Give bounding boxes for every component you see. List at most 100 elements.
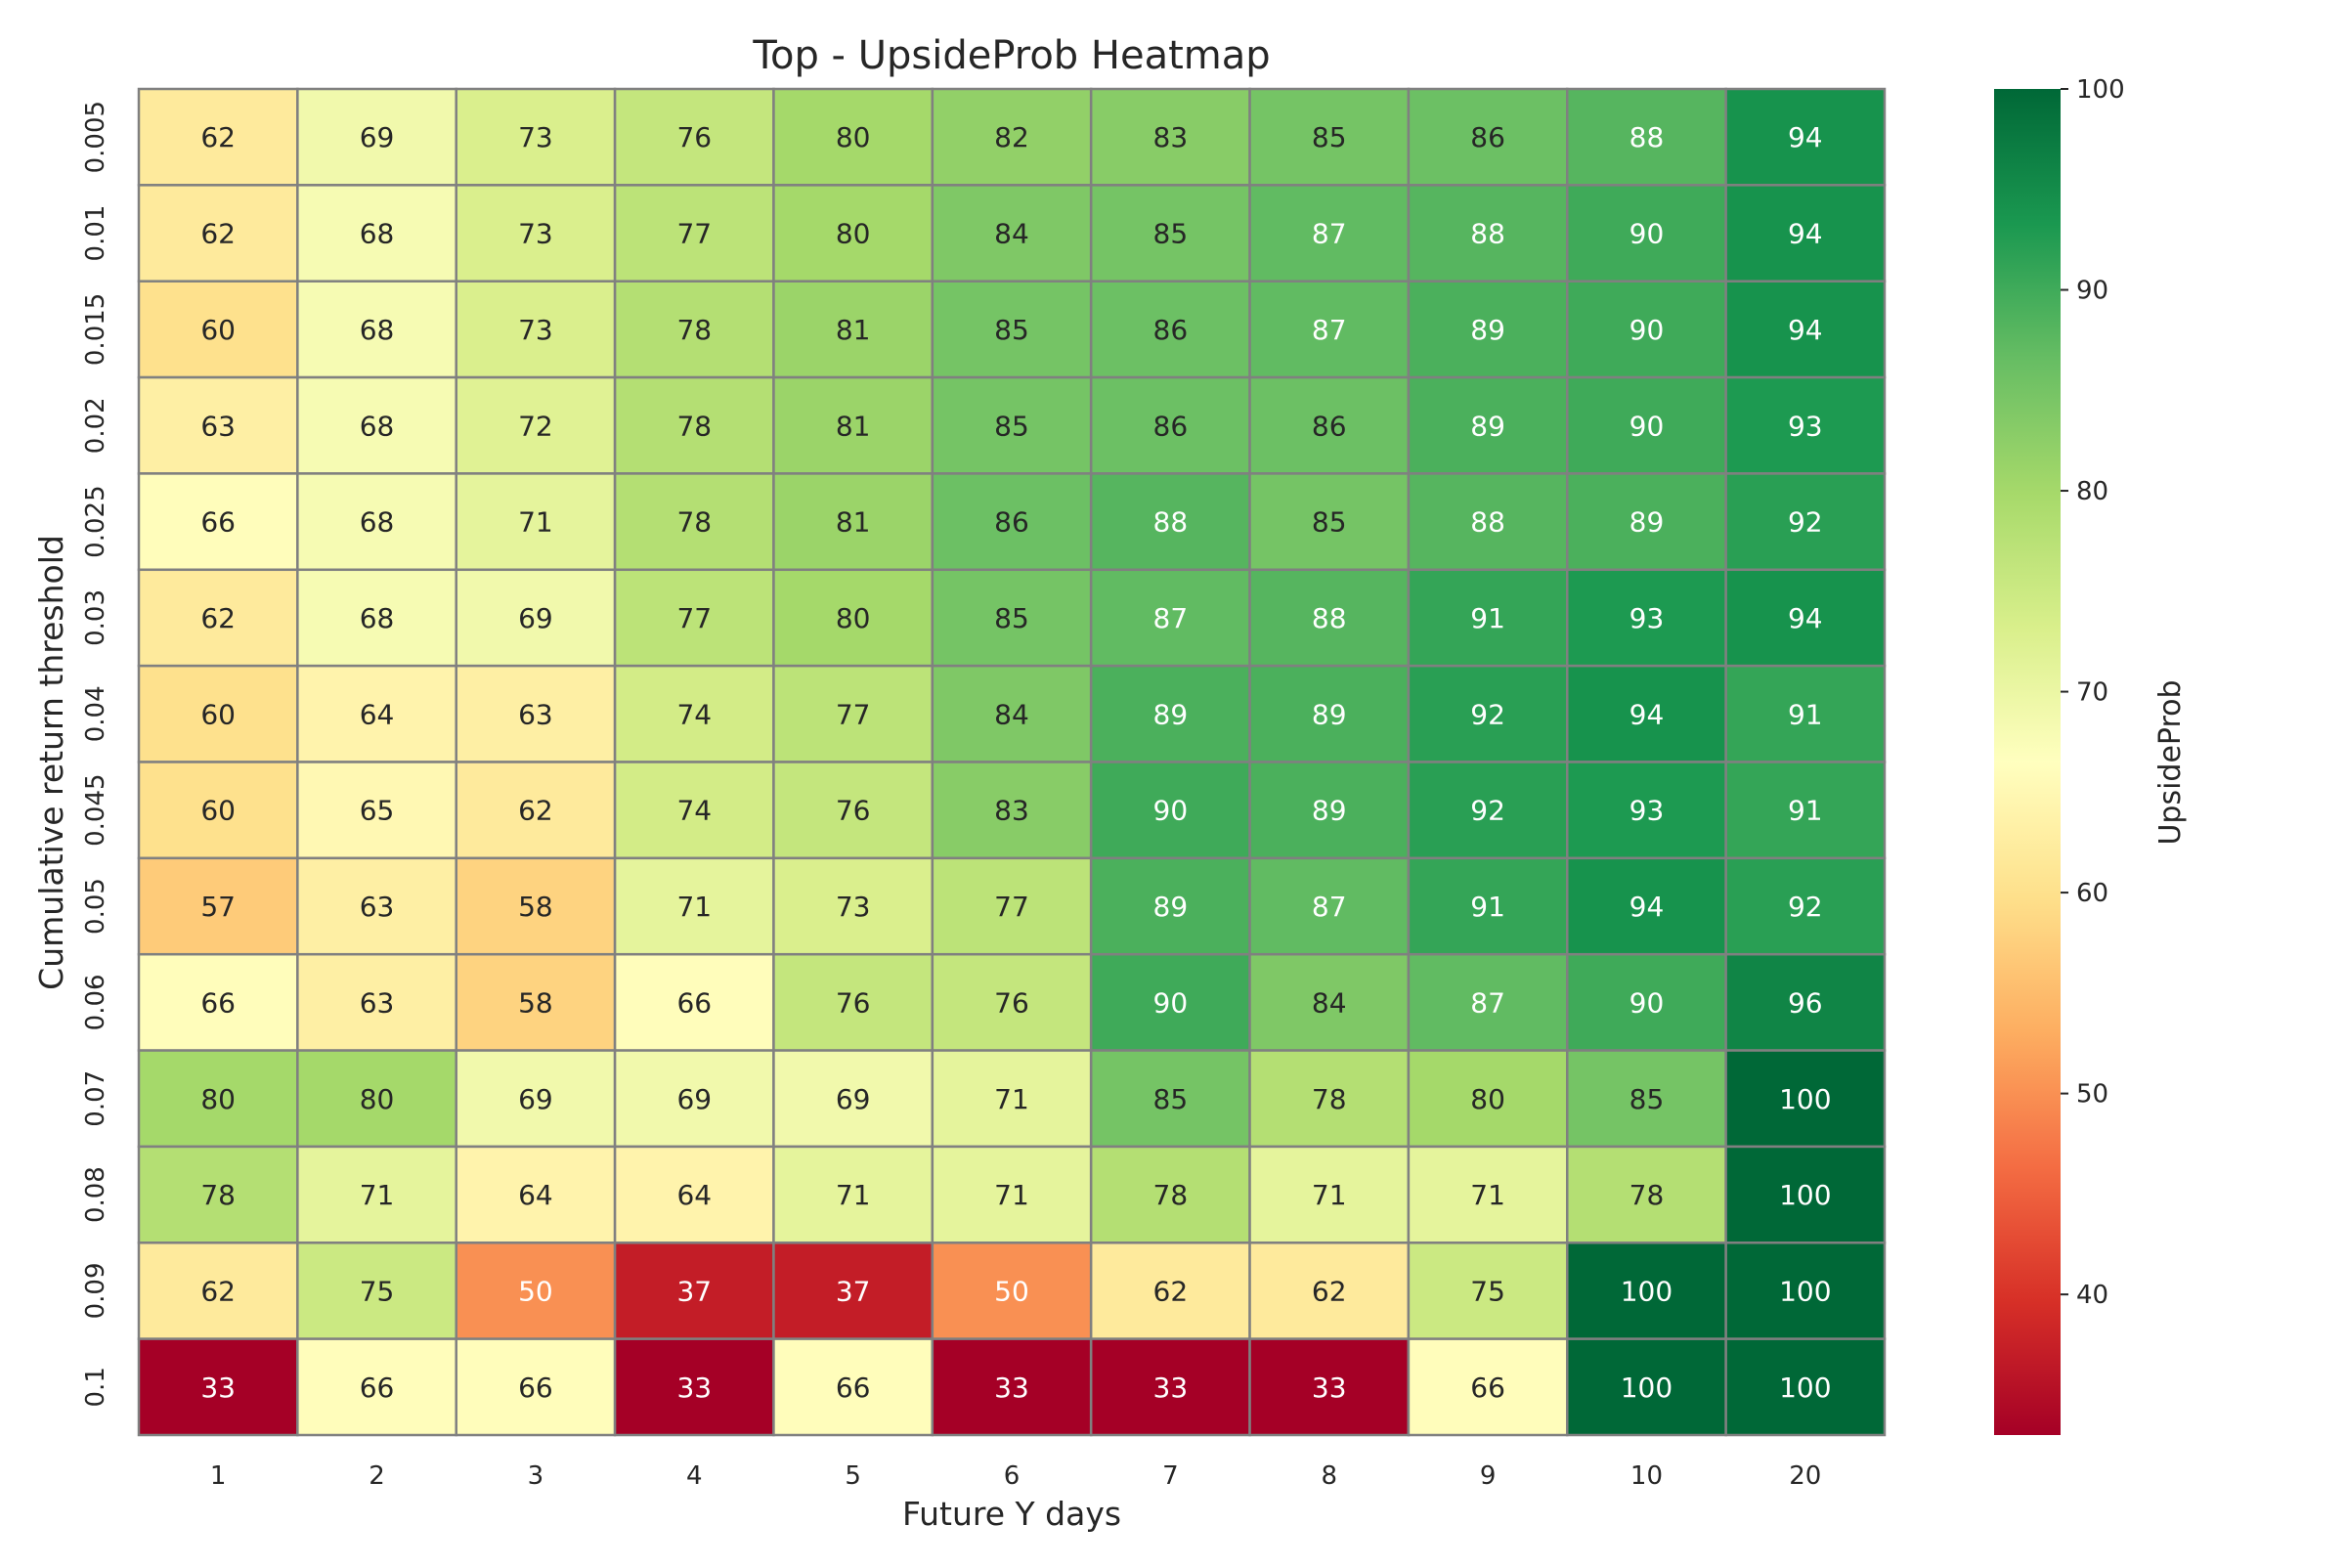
cell-value-label: 80	[836, 218, 871, 250]
cell-value-label: 89	[1153, 891, 1189, 923]
cell-value-label: 62	[200, 602, 236, 634]
cell-value-label: 91	[1788, 698, 1823, 730]
cell-value-label: 80	[836, 602, 871, 634]
y-tick-labels: 0.005 0.01 0.015 0.02 0.025 0.03 0.04 0.045 0.05…	[81, 101, 110, 1408]
heatmap-cell	[455, 87, 617, 187]
cell-value-label: 92	[1788, 506, 1823, 539]
heatmap-cell	[137, 280, 299, 379]
cell-value-label: 71	[994, 1083, 1029, 1115]
cell-value-label: 76	[836, 795, 871, 827]
cell-value-label: 76	[676, 121, 712, 153]
cell-value-label: 84	[1312, 986, 1347, 1019]
cell-value-label: 66	[1470, 1372, 1505, 1404]
cell-value-label: 100	[1779, 1179, 1831, 1211]
cell-value-label: 100	[1621, 1275, 1673, 1307]
heatmap-cell	[1724, 184, 1887, 283]
cell-value-label: 69	[676, 1083, 712, 1115]
cell-value-label: 33	[1153, 1372, 1189, 1404]
heatmap-cell	[1407, 472, 1569, 572]
cell-value-label: 64	[360, 698, 395, 730]
heatmap-cell	[137, 952, 299, 1052]
heatmap-cell	[1566, 664, 1727, 763]
heatmap-cell	[1248, 1145, 1411, 1244]
heatmap-cell	[296, 1049, 457, 1149]
colorbar-tick-label: 50	[2076, 1080, 2108, 1110]
cell-value-label: 66	[200, 506, 236, 539]
x-tick-label: 3	[528, 1461, 544, 1491]
cell-value-label: 78	[676, 410, 712, 442]
cell-value-label: 84	[994, 698, 1029, 730]
heatmap-cell	[1407, 664, 1569, 763]
heatmap-cell	[931, 761, 1093, 860]
heatmap-cell	[137, 856, 299, 956]
cell-value-label: 71	[836, 1179, 871, 1211]
heatmap-cell	[1407, 1049, 1569, 1149]
heatmap-cell	[296, 761, 457, 860]
cell-value-label: 85	[1312, 506, 1347, 539]
cell-value-label: 63	[518, 698, 553, 730]
heatmap-cell	[1724, 1145, 1887, 1244]
heatmap-cell	[1089, 664, 1251, 763]
y-tick-label: 0.045	[81, 773, 110, 846]
cell-value-label: 94	[1788, 314, 1823, 346]
heatmap-cell	[455, 1049, 617, 1149]
cell-value-label: 78	[676, 314, 712, 346]
heatmap-cell	[1724, 761, 1887, 860]
cell-value-label: 91	[1788, 795, 1823, 827]
heatmap-cell	[1724, 375, 1887, 475]
y-tick-label: 0.07	[81, 1070, 110, 1127]
heatmap-cell	[1089, 472, 1251, 572]
cell-value-label: 86	[1153, 410, 1189, 442]
cell-value-label: 92	[1470, 795, 1505, 827]
colorbar-tick-label: 60	[2076, 879, 2108, 908]
cell-value-label: 80	[1470, 1083, 1505, 1115]
y-tick-label: 0.02	[81, 397, 110, 454]
cell-value-label: 83	[994, 795, 1029, 827]
heatmap-cell	[137, 1145, 299, 1244]
heatmap-cell	[772, 1337, 934, 1437]
y-tick-label: 0.06	[81, 974, 110, 1030]
cell-value-label: 33	[994, 1372, 1029, 1404]
heatmap-cell	[455, 664, 617, 763]
cell-value-label: 77	[676, 602, 712, 634]
cell-value-label: 90	[1153, 795, 1189, 827]
cell-value-label: 85	[994, 602, 1029, 634]
heatmap-cell	[772, 952, 934, 1052]
heatmap-cell	[1248, 856, 1411, 956]
heatmap-cell	[137, 184, 299, 283]
cell-value-label: 62	[1312, 1275, 1347, 1307]
heatmap-cell	[772, 472, 934, 572]
cell-value-label: 33	[1312, 1372, 1347, 1404]
cell-value-label: 78	[1312, 1083, 1347, 1115]
cell-value-label: 100	[1779, 1083, 1831, 1115]
cell-value-label: 69	[836, 1083, 871, 1115]
heatmap-cell	[931, 1049, 1093, 1149]
cell-value-label: 100	[1779, 1275, 1831, 1307]
x-tick-label: 1	[210, 1461, 227, 1491]
cell-value-label: 33	[200, 1372, 236, 1404]
cell-value-label: 91	[1470, 891, 1505, 923]
cell-value-label: 89	[1312, 698, 1347, 730]
heatmap-cell	[772, 1049, 934, 1149]
heatmap-cell	[1724, 472, 1887, 572]
colorbar	[1994, 89, 2061, 1435]
heatmap-cell	[1089, 1337, 1251, 1437]
cell-value-label: 74	[676, 698, 712, 730]
heatmap-cell	[1407, 1337, 1569, 1437]
cell-value-label: 62	[200, 218, 236, 250]
heatmap-cell	[1407, 375, 1569, 475]
heatmap-cell	[931, 568, 1093, 668]
cell-value-label: 58	[518, 986, 553, 1019]
y-tick-label: 0.01	[81, 205, 110, 262]
colorbar-ticks: 40 50 60 70 80 90 100	[2061, 75, 2125, 1310]
heatmap-cell	[1089, 184, 1251, 283]
cell-value-label: 89	[1470, 314, 1505, 346]
cell-value-label: 74	[676, 795, 712, 827]
heatmap-cell	[613, 761, 775, 860]
cell-value-label: 76	[994, 986, 1029, 1019]
cell-value-label: 62	[518, 795, 553, 827]
cell-value-label: 37	[836, 1275, 871, 1307]
heatmap-cell	[455, 1337, 617, 1437]
cell-value-label: 86	[994, 506, 1029, 539]
cell-value-label: 77	[676, 218, 712, 250]
